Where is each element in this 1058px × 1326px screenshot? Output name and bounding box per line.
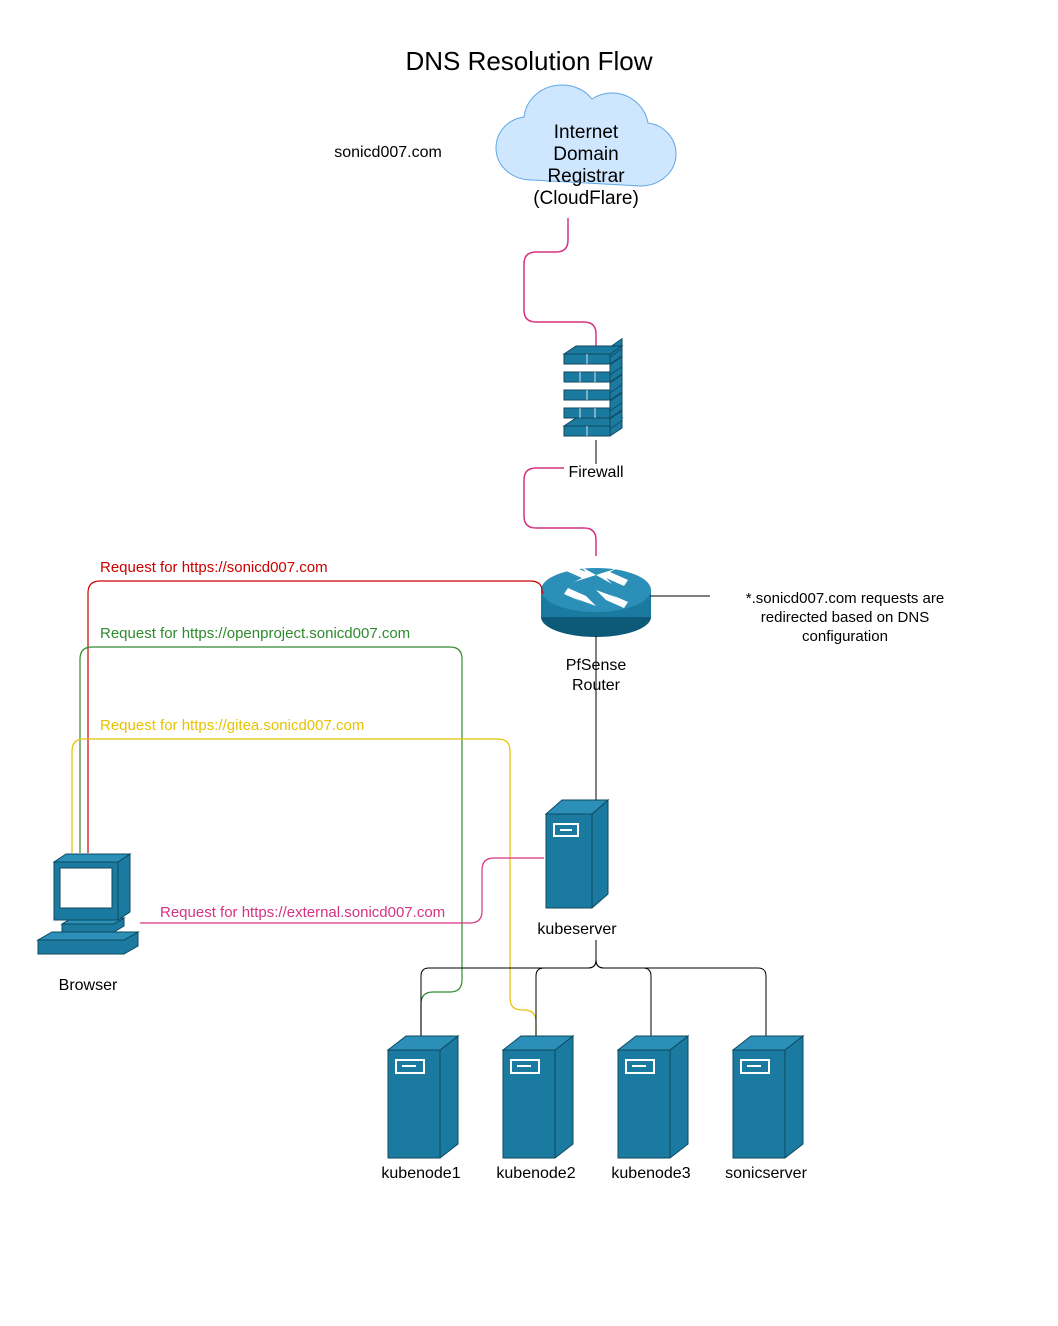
edge-kube-n1 [421,940,596,1036]
kubenode2-icon [503,1036,573,1158]
router-icon [541,564,651,637]
kubeserver-label: kubeserver [537,921,617,938]
edge-kube-n4 [596,940,766,1036]
request-yellow-label: Request for https://gitea.sonicd007.com [100,717,364,734]
kubenode1-label: kubenode1 [381,1165,460,1182]
kubeserver-icon [546,800,608,908]
cloud-line3: Registrar [547,166,625,187]
annotation-line3: configuration [802,628,888,645]
browser-icon [38,854,138,954]
request-red-label: Request for https://sonicd007.com [100,559,328,576]
dns-flow-diagram: DNS Resolution Flow Internet Domain Regi… [0,0,1058,1326]
edge-kube-n2 [536,940,596,1036]
request-green-label: Request for https://openproject.sonicd00… [100,625,410,642]
kubenode3-label: kubenode3 [611,1165,690,1182]
edge-cloud-firewall [524,218,596,346]
cloud-line2: Domain [553,144,618,165]
request-magenta-label: Request for https://external.sonicd007.c… [160,904,445,921]
domain-label: sonicd007.com [334,144,442,161]
diagram-title: DNS Resolution Flow [405,46,652,76]
annotation-line2: redirected based on DNS [761,609,929,626]
annotation-line1: *.sonicd007.com requests are [746,590,944,607]
edge-firewall-router [524,468,596,556]
kubenode2-label: kubenode2 [496,1165,575,1182]
kubenode3-icon [618,1036,688,1158]
cloud-line4: (CloudFlare) [533,188,639,209]
kubenode1-icon [388,1036,458,1158]
cloud-line1: Internet [554,122,619,143]
sonicserver-label: sonicserver [725,1165,807,1182]
edge-request-yellow [72,739,536,1036]
edge-kube-n3 [596,940,651,1036]
edge-request-green [80,647,462,1036]
firewall-icon [564,339,622,436]
browser-label: Browser [59,977,118,994]
firewall-label: Firewall [568,464,623,481]
sonicserver-icon [733,1036,803,1158]
